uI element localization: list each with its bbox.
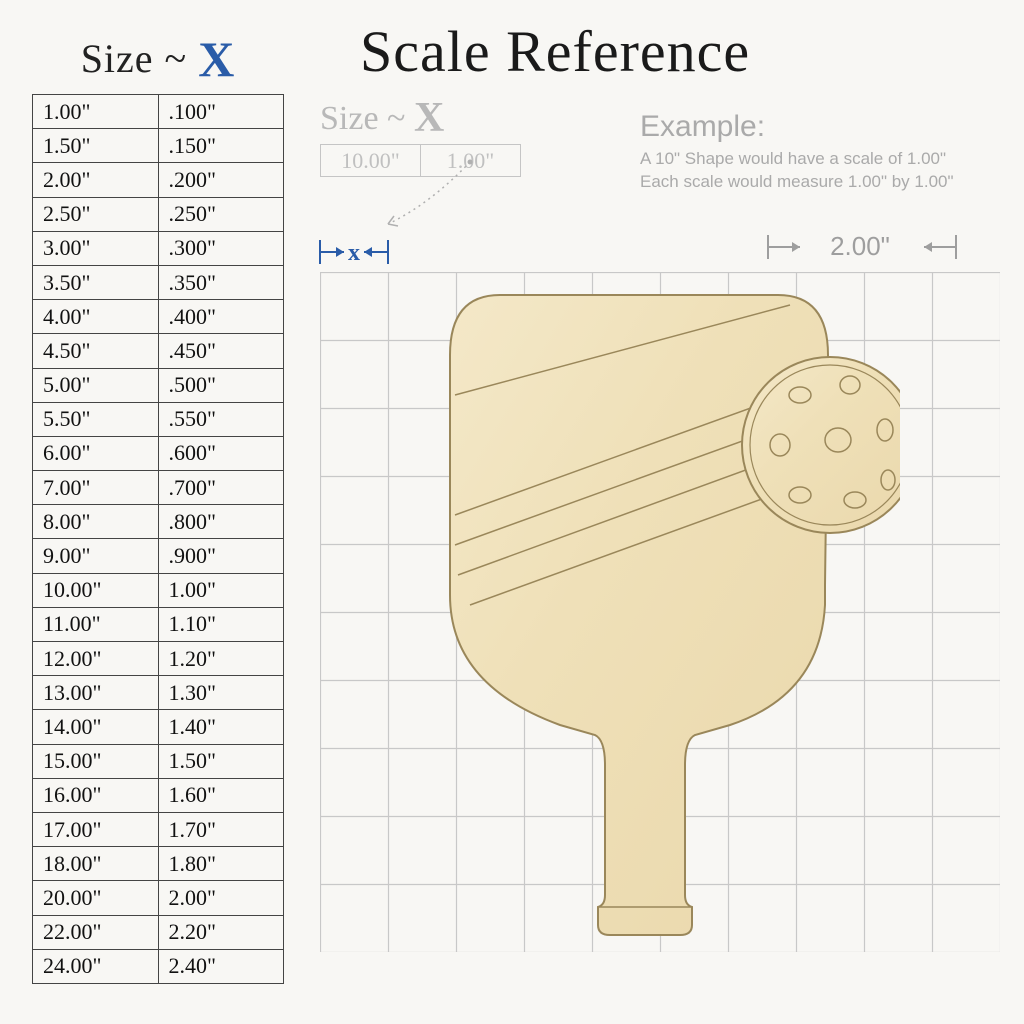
- scale-cell: .800": [158, 505, 284, 539]
- table-row: 14.00"1.40": [33, 710, 284, 744]
- scale-cell: .550": [158, 402, 284, 436]
- page-root: Size ~ X 1.00".100"1.50".150"2.00".200"2…: [0, 0, 1024, 1024]
- size-cell: 3.00": [33, 231, 159, 265]
- size-cell: 16.00": [33, 778, 159, 812]
- table-row: 7.00".700": [33, 471, 284, 505]
- size-cell: 12.00": [33, 642, 159, 676]
- mini-size-box: Size ~ X 10.00" 1.00": [320, 94, 521, 177]
- scale-cell: .350": [158, 265, 284, 299]
- size-cell: 20.00": [33, 881, 159, 915]
- table-row: 12.00"1.20": [33, 642, 284, 676]
- size-cell: 1.50": [33, 129, 159, 163]
- reference-grid: [320, 272, 1000, 952]
- scale-cell: 2.00": [158, 881, 284, 915]
- example-title: Example:: [640, 110, 954, 144]
- size-cell: 9.00": [33, 539, 159, 573]
- size-cell: 14.00": [33, 710, 159, 744]
- size-cell: 1.00": [33, 95, 159, 129]
- table-row: 6.00".600": [33, 436, 284, 470]
- table-row: 9.00".900": [33, 539, 284, 573]
- page-title: Scale Reference: [360, 18, 750, 85]
- two-inch-marker: 2.00": [760, 225, 990, 276]
- table-row: 1.50".150": [33, 129, 284, 163]
- scale-cell: 1.40": [158, 710, 284, 744]
- scale-cell: 1.10": [158, 607, 284, 641]
- scale-cell: .900": [158, 539, 284, 573]
- table-row: 15.00"1.50": [33, 744, 284, 778]
- table-row: 10.00"1.00": [33, 573, 284, 607]
- scale-cell: .600": [158, 436, 284, 470]
- size-cell: 7.00": [33, 471, 159, 505]
- table-row: 5.00".500": [33, 368, 284, 402]
- size-cell: 2.00": [33, 163, 159, 197]
- size-cell: 3.50": [33, 265, 159, 299]
- scale-cell: .300": [158, 231, 284, 265]
- size-cell: 4.00": [33, 300, 159, 334]
- size-table-container: Size ~ X 1.00".100"1.50".150"2.00".200"2…: [32, 30, 284, 984]
- scale-cell: 1.20": [158, 642, 284, 676]
- scale-cell: 1.60": [158, 778, 284, 812]
- table-row: 24.00"2.40": [33, 949, 284, 983]
- size-cell: 10.00": [33, 573, 159, 607]
- size-cell: 17.00": [33, 812, 159, 846]
- scale-cell: 1.80": [158, 847, 284, 881]
- scale-cell: .250": [158, 197, 284, 231]
- size-cell: 13.00": [33, 676, 159, 710]
- mini-size-x: X: [414, 95, 444, 141]
- scale-cell: 1.00": [158, 573, 284, 607]
- table-row: 8.00".800": [33, 505, 284, 539]
- table-row: 18.00"1.80": [33, 847, 284, 881]
- size-cell: 15.00": [33, 744, 159, 778]
- size-cell: 4.50": [33, 334, 159, 368]
- size-cell: 5.00": [33, 368, 159, 402]
- scale-cell: 2.20": [158, 915, 284, 949]
- scale-cell: .500": [158, 368, 284, 402]
- size-cell: 2.50": [33, 197, 159, 231]
- scale-cell: .150": [158, 129, 284, 163]
- size-header-prefix: Size ~: [81, 36, 199, 81]
- size-cell: 8.00": [33, 505, 159, 539]
- size-cell: 11.00": [33, 607, 159, 641]
- scale-cell: 1.70": [158, 812, 284, 846]
- table-row: 2.50".250": [33, 197, 284, 231]
- table-row: 5.50".550": [33, 402, 284, 436]
- size-cell: 5.50": [33, 402, 159, 436]
- example-block: Example: A 10" Shape would have a scale …: [640, 110, 954, 194]
- scale-cell: .400": [158, 300, 284, 334]
- table-row: 4.50".450": [33, 334, 284, 368]
- size-cell: 6.00": [33, 436, 159, 470]
- table-row: 17.00"1.70": [33, 812, 284, 846]
- scale-cell: .700": [158, 471, 284, 505]
- table-row: 4.00".400": [33, 300, 284, 334]
- x-scale-marker: x: [314, 230, 434, 270]
- scale-cell: .100": [158, 95, 284, 129]
- scale-cell: 2.40": [158, 949, 284, 983]
- table-row: 13.00"1.30": [33, 676, 284, 710]
- table-row: 2.00".200": [33, 163, 284, 197]
- size-header-x: X: [198, 31, 235, 87]
- example-line-2: Each scale would measure 1.00" by 1.00": [640, 171, 954, 194]
- scale-cell: 1.30": [158, 676, 284, 710]
- size-cell: 18.00": [33, 847, 159, 881]
- scale-cell: 1.50": [158, 744, 284, 778]
- example-line-1: A 10" Shape would have a scale of 1.00": [640, 148, 954, 171]
- scale-table: 1.00".100"1.50".150"2.00".200"2.50".250"…: [32, 94, 284, 984]
- table-row: 16.00"1.60": [33, 778, 284, 812]
- scale-cell: .200": [158, 163, 284, 197]
- scale-cell: .450": [158, 334, 284, 368]
- size-cell: 24.00": [33, 949, 159, 983]
- table-row: 3.00".300": [33, 231, 284, 265]
- mini-size-prefix: Size ~: [320, 100, 414, 137]
- mini-size-label: Size ~ X: [320, 94, 521, 142]
- table-row: 11.00"1.10": [33, 607, 284, 641]
- table-row: 20.00"2.00": [33, 881, 284, 915]
- two-marker-label: 2.00": [830, 231, 890, 261]
- table-row: 22.00"2.20": [33, 915, 284, 949]
- size-cell: 22.00": [33, 915, 159, 949]
- table-row: 1.00".100": [33, 95, 284, 129]
- size-table-header: Size ~ X: [32, 30, 284, 88]
- table-row: 3.50".350": [33, 265, 284, 299]
- x-marker-label: x: [348, 240, 360, 266]
